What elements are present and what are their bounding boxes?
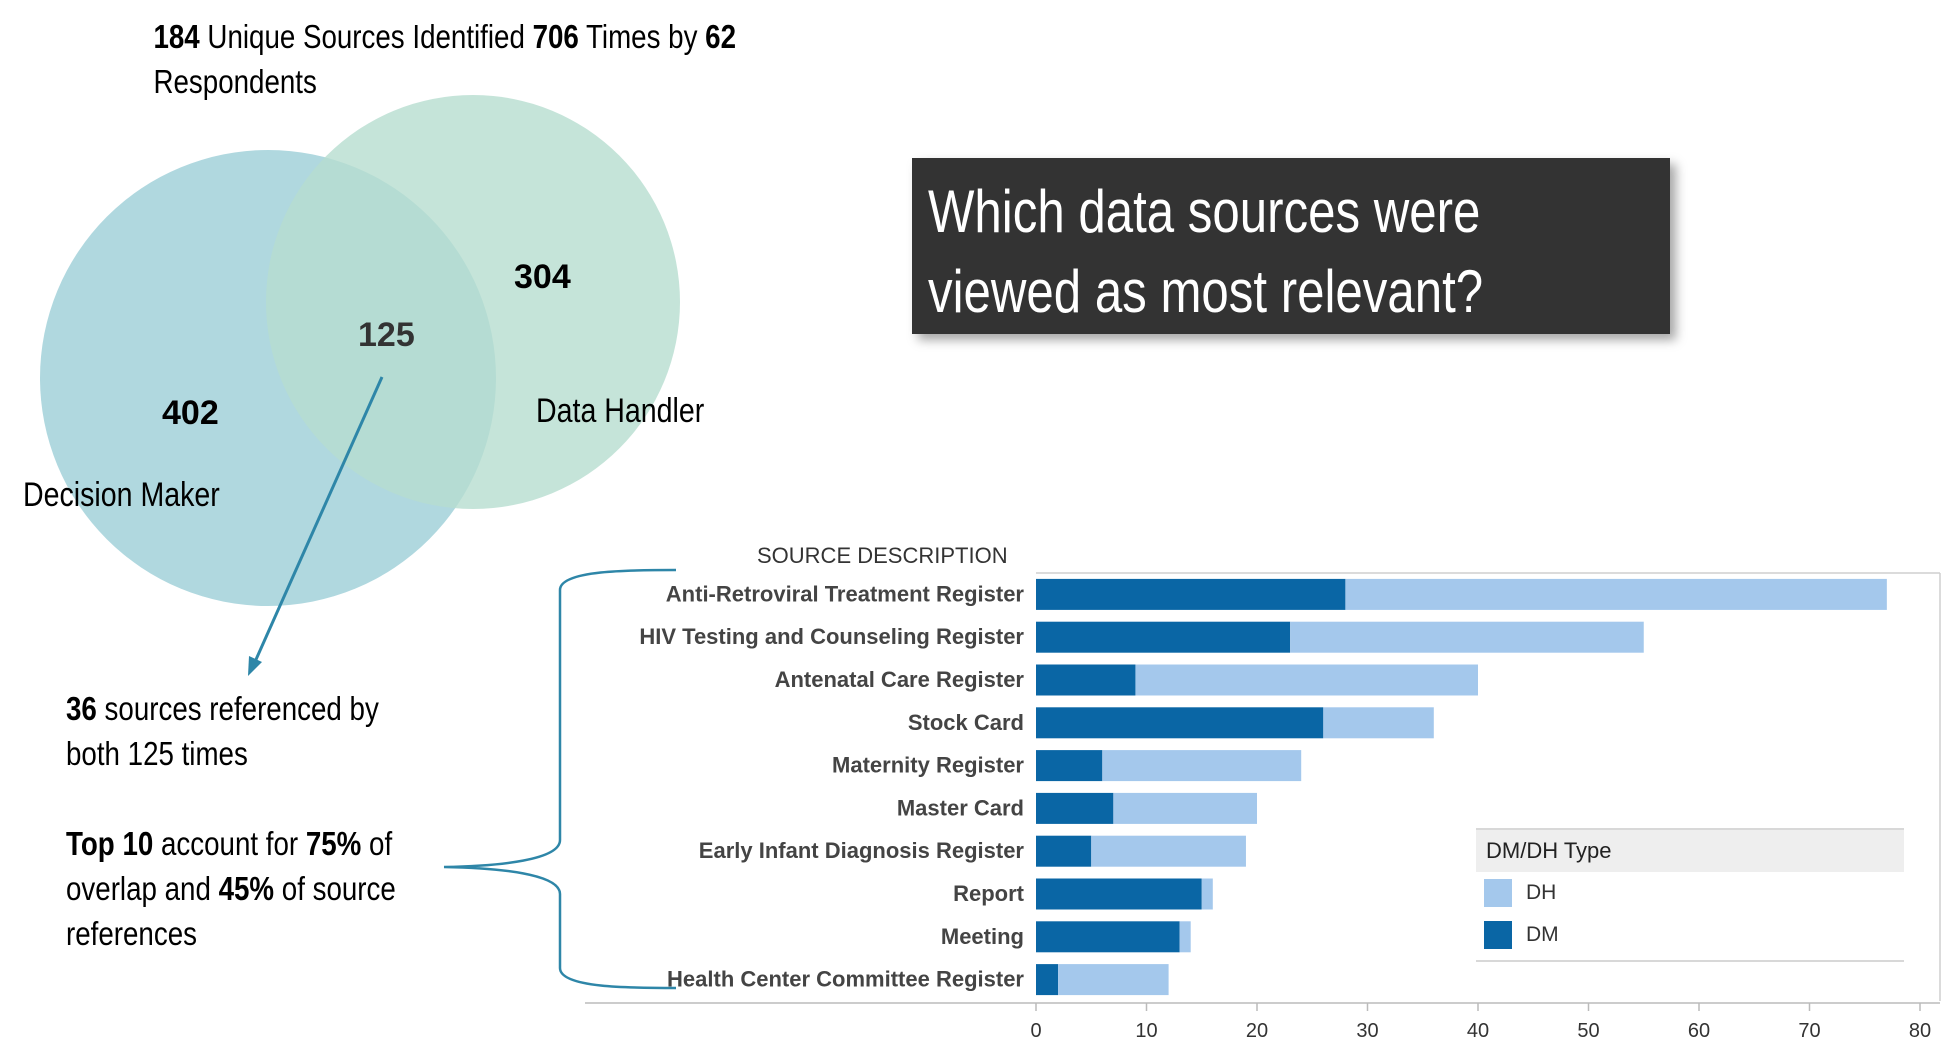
bar-dm-6 (1036, 835, 1092, 867)
x-tick-label-0: 0 (1030, 1020, 1041, 1042)
legend-swatch-dh (1484, 879, 1512, 907)
overlap-arrowhead (248, 656, 262, 676)
notes-line-1-run-1: sources referenced by (96, 690, 379, 727)
notes-line-1-run-0: 36 (66, 690, 97, 727)
summary-line-1-run-0: 184 (153, 18, 200, 55)
left-brace (443, 568, 677, 990)
bar-dm-7 (1036, 878, 1202, 910)
category-label-5: Master Card (897, 795, 1024, 820)
category-label-2: Antenatal Care Register (775, 667, 1025, 692)
bar-dh-9 (1058, 964, 1169, 996)
legend-swatch-dm (1484, 921, 1512, 949)
bar-dh-6 (1091, 835, 1246, 867)
x-tick-label-3: 30 (1356, 1020, 1378, 1042)
question-box: Which data sources were viewed as most r… (912, 158, 1670, 334)
summary-line-1-run-3: Times by (578, 18, 706, 55)
summary-line-1-run-4: 62 (705, 18, 736, 55)
category-label-1: HIV Testing and Counseling Register (639, 624, 1024, 649)
bar-dh-1 (1290, 621, 1644, 653)
question-line-2: viewed as most relevant? (928, 258, 1484, 325)
notes-line-4-run-0: overlap and (66, 870, 219, 907)
bar-dm-8 (1036, 921, 1180, 953)
bar-dm-2 (1036, 664, 1136, 696)
summary-heading: 184 Unique Sources Identified 706 Times … (153, 14, 736, 104)
bar-dm-1 (1036, 621, 1291, 653)
legend-label-dm: DM (1526, 923, 1559, 946)
notes-line-4: overlap and 45% of source (66, 866, 396, 911)
bar-dh-3 (1323, 707, 1434, 739)
notes-line-4-run-2: of source (274, 870, 396, 907)
bar-dh-0 (1345, 578, 1887, 610)
venn-decision-maker-label: Decision Maker (23, 476, 220, 514)
x-tick-label-8: 80 (1909, 1020, 1931, 1042)
venn-overlap-count: 125 (358, 316, 415, 354)
category-label-4: Maternity Register (832, 753, 1024, 778)
notes-line-3-run-3: of (361, 825, 393, 862)
notes-line-2-run-0: both 125 times (66, 735, 248, 772)
x-tick-label-2: 20 (1246, 1020, 1268, 1042)
category-label-9: Health Center Committee Register (667, 967, 1024, 992)
notes-line-3-run-0: Top 10 (66, 825, 154, 862)
notes-line-5: references (66, 911, 396, 956)
venn-data-handler-count: 304 (514, 258, 571, 296)
x-tick-label-4: 40 (1467, 1020, 1489, 1042)
category-label-3: Stock Card (908, 710, 1024, 735)
bar-dh-2 (1135, 664, 1478, 696)
bar-dm-9 (1036, 964, 1059, 996)
legend-item-dh: DH (1476, 872, 1904, 914)
category-label-6: Early Infant Diagnosis Register (699, 838, 1025, 863)
notes-line-5-run-0: references (66, 915, 197, 952)
summary-line-1: 184 Unique Sources Identified 706 Times … (153, 14, 736, 59)
question-line-1: Which data sources were (928, 178, 1481, 245)
bar-dm-5 (1036, 792, 1114, 824)
bar-dm-3 (1036, 707, 1324, 739)
legend-label-dh: DH (1526, 881, 1557, 904)
legend-item-dm: DM (1476, 914, 1904, 956)
legend-title: DM/DH Type (1476, 830, 1904, 872)
venn-decision-maker-count: 402 (162, 394, 219, 432)
category-label-0: Anti-Retroviral Treatment Register (666, 581, 1025, 606)
bar-group (1036, 578, 1887, 996)
summary-line-1-run-1: Unique Sources Identified (199, 18, 533, 55)
x-tick-label-1: 10 (1135, 1020, 1157, 1042)
x-tick-label-7: 70 (1798, 1020, 1820, 1042)
overlap-arrow (252, 376, 384, 665)
category-label-8: Meeting (941, 924, 1024, 949)
bar-dh-7 (1201, 878, 1213, 910)
category-labels: Anti-Retroviral Treatment Register HIV Te… (639, 581, 1024, 991)
chart-frame (585, 572, 1941, 1004)
chart-legend: DM/DH Type DH DM (1476, 828, 1904, 962)
notes: 36 sources referenced by both 125 times … (66, 686, 396, 956)
summary-line-2: Respondents (153, 63, 317, 100)
summary-line-1-run-2: 706 (532, 18, 579, 55)
bar-dm-4 (1036, 750, 1103, 782)
venn-data-handler-label: Data Handler (536, 392, 705, 430)
notes-line-2: both 125 times (66, 731, 396, 776)
notes-line-4-run-1: 45% (218, 870, 275, 907)
notes-line-3-run-1: account for (153, 825, 306, 862)
x-axis-ticks: 0 10 20 30 40 50 60 70 80 (1030, 1003, 1931, 1042)
chart-category-header: SOURCE DESCRIPTION (757, 543, 1008, 568)
bar-dm-0 (1036, 578, 1346, 610)
notes-line-1: 36 sources referenced by (66, 686, 396, 731)
bar-dh-5 (1113, 792, 1257, 824)
question-text: Which data sources were viewed as most r… (928, 172, 1666, 332)
category-label-7: Report (953, 881, 1025, 906)
x-tick-label-6: 60 (1688, 1020, 1710, 1042)
bar-dh-4 (1102, 750, 1302, 782)
bar-dh-8 (1179, 921, 1191, 953)
notes-line-3: Top 10 account for 75% of (66, 821, 396, 866)
notes-line-3-run-2: 75% (305, 825, 362, 862)
x-tick-label-5: 50 (1577, 1020, 1599, 1042)
